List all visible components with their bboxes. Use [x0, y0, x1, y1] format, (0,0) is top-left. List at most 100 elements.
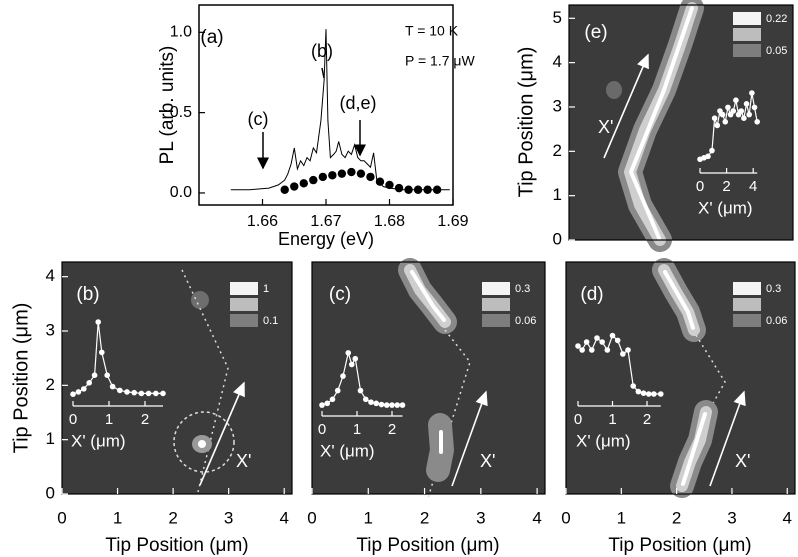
scale-swatch	[230, 314, 258, 327]
scale-swatch	[733, 314, 761, 327]
inset-point	[378, 401, 385, 408]
x-tick-label: 0	[307, 508, 316, 527]
y-tick-label: 4	[553, 52, 562, 71]
inset-point	[153, 390, 159, 397]
y-axis-label: Tip Position (μm)	[515, 47, 537, 198]
scale-swatch	[733, 298, 761, 311]
inset-point	[104, 372, 110, 379]
inset-point	[719, 111, 726, 118]
scale-swatch	[733, 28, 761, 41]
pointer-label: X'	[236, 451, 251, 471]
inset-point	[583, 339, 590, 345]
x-tick-label: 0	[561, 508, 570, 527]
inset-point	[357, 387, 364, 394]
inset-point	[751, 104, 758, 111]
x-tick-label: 1.68	[374, 213, 405, 230]
inset-point	[620, 351, 626, 357]
inset-point	[614, 337, 621, 344]
inset-point	[329, 396, 336, 403]
y-tick-label: 0	[553, 229, 562, 248]
inset-point	[86, 380, 92, 386]
inset-point	[604, 347, 611, 353]
inset-point	[714, 122, 721, 129]
y-tick-label: 1	[553, 185, 562, 204]
data-point	[432, 185, 442, 194]
panel-label: (b)	[76, 284, 99, 305]
x-tick-label: 0	[57, 508, 66, 527]
inset-point	[368, 399, 374, 406]
scale-swatch	[482, 314, 510, 327]
spectrum-line	[230, 29, 450, 191]
inset-axis-label: X' (μm)	[698, 198, 753, 217]
x-tick-label: 1.66	[247, 213, 278, 230]
inset-point	[124, 389, 130, 395]
inset-point	[334, 387, 341, 394]
data-point	[318, 172, 328, 182]
inset-point	[319, 402, 325, 408]
inset-tick-label: 2	[388, 421, 396, 438]
peak-arrows	[257, 67, 366, 170]
inset-point	[75, 389, 82, 395]
data-point	[413, 185, 423, 194]
panel-label: (d)	[580, 284, 603, 305]
data-point	[309, 175, 318, 185]
x-tick-label: 1	[617, 508, 626, 527]
inset-axis-label: X' (μm)	[576, 431, 631, 450]
annotation: (d,e)	[339, 93, 376, 113]
pointer-label: X'	[598, 117, 613, 137]
scale-label: 0.1	[263, 315, 278, 327]
x-tick-label: 3	[224, 508, 233, 527]
inset-point	[109, 383, 116, 390]
inset-point	[738, 108, 745, 114]
inset-point	[709, 147, 715, 154]
inset-point	[383, 402, 390, 408]
inset-point	[746, 111, 753, 118]
inset-point	[81, 386, 87, 392]
inset-point	[324, 400, 331, 407]
inset-point	[362, 396, 369, 403]
x-tick-label: 4	[279, 508, 288, 527]
y-tick-label: 5	[553, 8, 562, 27]
inset-point	[609, 332, 616, 339]
scale-swatch	[733, 12, 761, 25]
x-tick-label: 2	[420, 508, 429, 527]
inset-point	[651, 391, 657, 397]
scale-label: 0.06	[515, 315, 536, 327]
x-axis-label: Energy (eV)	[278, 229, 374, 249]
scale-swatch	[482, 298, 510, 311]
data-point	[290, 182, 299, 191]
inset-point	[725, 104, 731, 111]
inset-point	[160, 390, 166, 397]
inset-point	[625, 347, 631, 353]
inset-tick-label: 1	[353, 421, 361, 438]
inset-point	[594, 335, 600, 341]
scale-swatch	[230, 298, 258, 311]
inset-point	[754, 119, 760, 125]
panel-label: (a)	[200, 27, 223, 48]
inset-point	[145, 390, 152, 397]
x-tick-label: 1	[364, 508, 373, 527]
inset-point	[579, 347, 585, 353]
panel-label: (c)	[329, 284, 351, 305]
inset-point	[749, 90, 755, 96]
scale-swatch	[733, 44, 761, 57]
pointer-label: X'	[480, 451, 495, 471]
map-features	[603, 0, 704, 252]
inset-point	[131, 389, 137, 396]
data-point	[328, 171, 337, 180]
pointer-label: X'	[735, 451, 750, 471]
x-axis-label: Tip Position (μm)	[608, 535, 751, 556]
map-features	[398, 258, 488, 499]
scale-label: 0.05	[766, 45, 787, 57]
inset-tick-label: 0	[318, 421, 326, 438]
y-tick-label: 1.0	[170, 24, 192, 41]
inset-point	[399, 402, 406, 408]
data-point	[385, 180, 394, 190]
inset-tick-label: 1	[105, 411, 113, 428]
scale-label: 0.22	[766, 13, 787, 25]
annotation: (b)	[311, 41, 333, 61]
data-point	[356, 169, 366, 178]
inset-point	[91, 372, 98, 379]
x-tick-label: 3	[727, 508, 736, 527]
inset-point	[345, 350, 352, 356]
